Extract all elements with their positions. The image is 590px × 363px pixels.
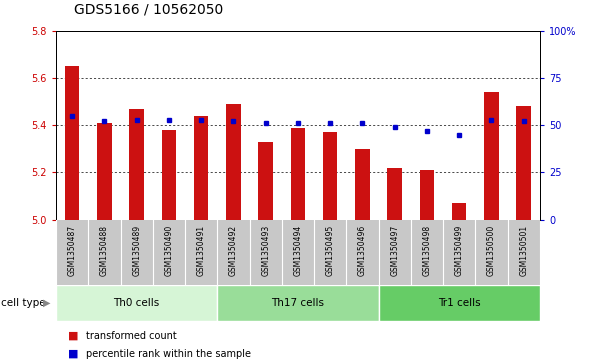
Text: transformed count: transformed count — [86, 331, 176, 341]
Text: percentile rank within the sample: percentile rank within the sample — [86, 349, 251, 359]
Bar — [65, 66, 80, 220]
Text: GSM1350500: GSM1350500 — [487, 225, 496, 276]
Bar — [97, 123, 112, 220]
Bar — [258, 142, 273, 220]
Text: GSM1350490: GSM1350490 — [165, 225, 173, 276]
Text: GSM1350493: GSM1350493 — [261, 225, 270, 276]
Bar — [226, 104, 241, 220]
Text: GSM1350494: GSM1350494 — [293, 225, 303, 276]
Text: GSM1350495: GSM1350495 — [326, 225, 335, 276]
Text: GDS5166 / 10562050: GDS5166 / 10562050 — [74, 2, 223, 16]
Text: GSM1350491: GSM1350491 — [196, 225, 206, 276]
Text: GSM1350499: GSM1350499 — [455, 225, 464, 276]
Bar — [56, 285, 217, 321]
Text: GSM1350488: GSM1350488 — [100, 225, 109, 276]
Text: Th0 cells: Th0 cells — [113, 298, 160, 308]
Text: cell type: cell type — [1, 298, 45, 308]
Text: GSM1350501: GSM1350501 — [519, 225, 528, 276]
Text: ■: ■ — [68, 331, 78, 341]
Bar — [291, 127, 305, 220]
Text: GSM1350497: GSM1350497 — [390, 225, 399, 276]
Text: GSM1350498: GSM1350498 — [422, 225, 431, 276]
Text: ▶: ▶ — [42, 298, 50, 308]
Bar — [484, 92, 499, 220]
Bar — [452, 203, 467, 220]
Text: GSM1350496: GSM1350496 — [358, 225, 367, 276]
Text: Th17 cells: Th17 cells — [271, 298, 325, 308]
Text: GSM1350489: GSM1350489 — [132, 225, 141, 276]
Bar — [194, 116, 208, 220]
Text: ■: ■ — [68, 349, 78, 359]
Bar — [162, 130, 176, 220]
Bar — [516, 106, 531, 220]
Bar — [217, 285, 379, 321]
Bar — [129, 109, 144, 220]
Bar — [388, 168, 402, 220]
Bar — [355, 149, 370, 220]
Text: Tr1 cells: Tr1 cells — [438, 298, 480, 308]
Text: GSM1350492: GSM1350492 — [229, 225, 238, 276]
Text: GSM1350487: GSM1350487 — [68, 225, 77, 276]
Bar — [419, 170, 434, 220]
Bar — [379, 285, 540, 321]
Bar — [323, 132, 337, 220]
